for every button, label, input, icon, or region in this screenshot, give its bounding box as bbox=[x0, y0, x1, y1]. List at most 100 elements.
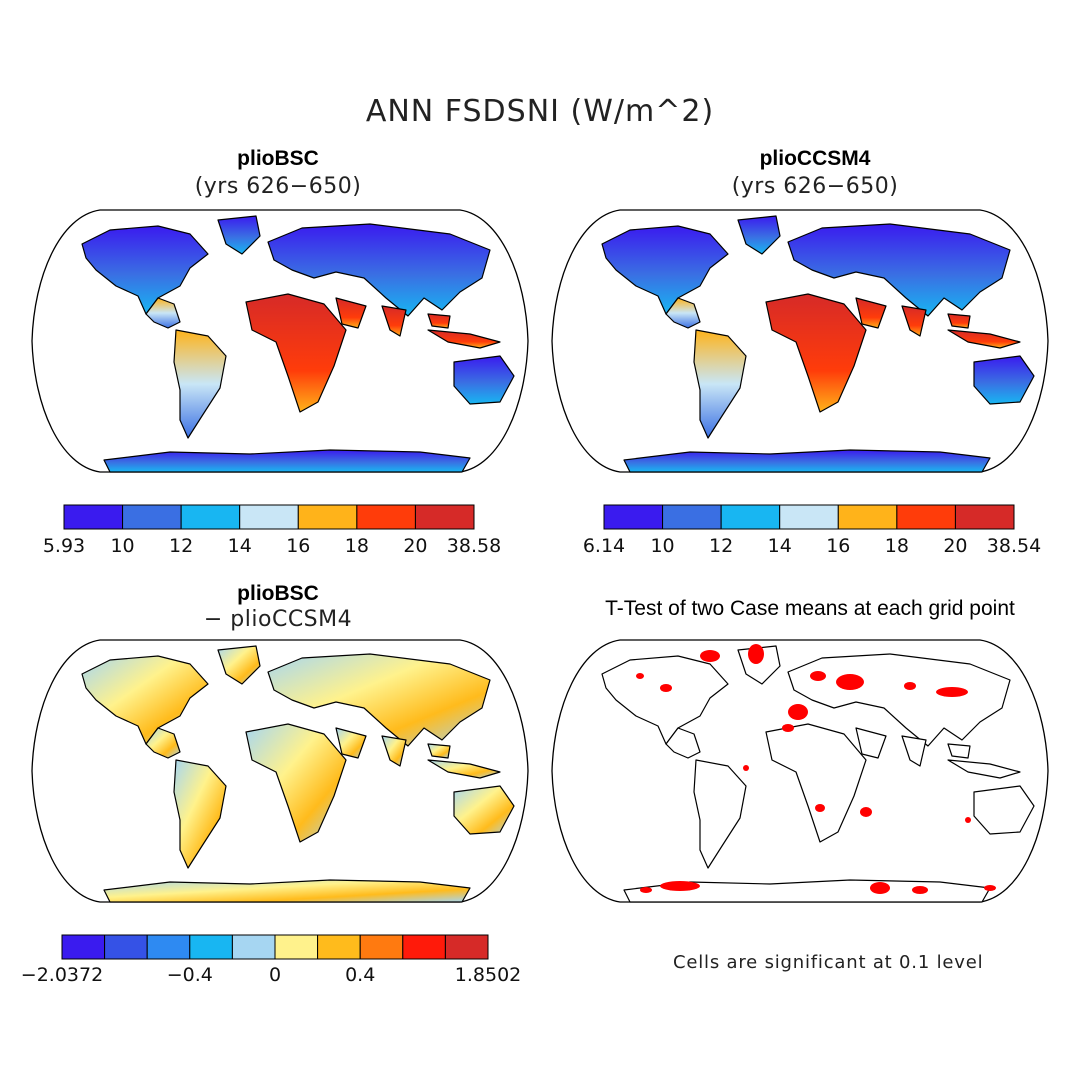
colorbar-tick-label: 14 bbox=[767, 535, 792, 557]
colorbar-top-right bbox=[603, 504, 1015, 530]
landmass-eurasia bbox=[267, 223, 491, 317]
map-top-right bbox=[551, 209, 1049, 473]
colorbar-tick-label: −0.4 bbox=[166, 964, 213, 986]
colorbar-tick-label: 0.4 bbox=[345, 964, 376, 986]
landmass-africa bbox=[245, 723, 347, 843]
landmass-centralAmerica bbox=[665, 727, 701, 759]
significant-cells bbox=[640, 887, 652, 893]
landmass-greenland bbox=[217, 215, 261, 255]
colorbar-tick-label: 6.14 bbox=[582, 535, 626, 557]
colorbar-swatch bbox=[61, 934, 106, 960]
significant-cells bbox=[815, 804, 825, 812]
panel-title-bottom-left: plioBSC bbox=[237, 582, 319, 605]
landmass-africa bbox=[765, 293, 867, 413]
landmass-eurasia bbox=[787, 223, 1011, 317]
colorbar-tick-label: 0 bbox=[268, 964, 282, 986]
significant-cells bbox=[660, 684, 672, 692]
colorbar-swatch bbox=[180, 504, 241, 530]
colorbar-tick-label: 5.93 bbox=[42, 535, 86, 557]
landmass-australia bbox=[453, 785, 515, 835]
landmass-seAsia bbox=[427, 313, 451, 329]
colorbar-labels-top-right: 6.14 10 12 14 16 18 20 38.54 bbox=[583, 535, 1041, 561]
landmass-eurasia bbox=[267, 653, 491, 747]
landmass-india bbox=[901, 735, 927, 767]
landmass-southAmerica bbox=[173, 759, 227, 869]
colorbar-swatch bbox=[402, 934, 446, 960]
significant-cells bbox=[870, 882, 890, 894]
panel-subtitle-top-left: (yrs 626−650) bbox=[194, 174, 362, 199]
landmass-india bbox=[901, 305, 927, 337]
landmass-australia bbox=[973, 355, 1035, 405]
map-top-left bbox=[31, 209, 529, 473]
colorbar-swatch bbox=[146, 934, 191, 960]
landmass-seAsia bbox=[947, 313, 971, 329]
colorbar-tick-label: 10 bbox=[110, 535, 135, 557]
landmass-indonesia bbox=[427, 759, 501, 779]
colorbar-swatch bbox=[122, 504, 182, 530]
colorbar-tick-label: −2.0372 bbox=[20, 964, 104, 986]
landmass-indonesia bbox=[427, 329, 501, 349]
colorbar-swatch bbox=[359, 934, 404, 960]
colorbar-tick-label: 12 bbox=[169, 535, 194, 557]
landmass-centralAmerica bbox=[665, 297, 701, 329]
landmass-arabia bbox=[335, 727, 367, 759]
landmass-arabia bbox=[855, 297, 887, 329]
colorbar-swatch bbox=[414, 504, 475, 530]
figure-title: ANN FSDSNI (W/m^2) bbox=[365, 94, 715, 129]
colorbar-tick-label: 10 bbox=[650, 535, 675, 557]
landmass-seAsia bbox=[947, 743, 971, 759]
colorbar-tick-label: 20 bbox=[403, 535, 428, 557]
colorbar-tick-label: 12 bbox=[709, 535, 734, 557]
landmass-greenland bbox=[737, 215, 781, 255]
colorbar-bottom-left bbox=[61, 934, 489, 960]
colorbar-swatch bbox=[63, 504, 124, 530]
colorbar-tick-label: 14 bbox=[227, 535, 252, 557]
significant-cells bbox=[836, 674, 864, 690]
landmass-antarctica bbox=[623, 879, 991, 903]
colorbar-swatch bbox=[104, 934, 148, 960]
colorbar-tick-label: 38.58 bbox=[446, 535, 502, 557]
colorbar-tick-label: 16 bbox=[286, 535, 311, 557]
significant-cells bbox=[788, 704, 808, 720]
significant-cells bbox=[984, 885, 996, 891]
colorbar-tick-label: 18 bbox=[884, 535, 909, 557]
landmass-southAmerica bbox=[693, 759, 747, 869]
landmass-northAmerica bbox=[601, 655, 729, 745]
colorbar-swatch bbox=[239, 504, 299, 530]
landmass-arabia bbox=[335, 297, 367, 329]
landmass-centralAmerica bbox=[145, 727, 181, 759]
colorbar-swatch bbox=[837, 504, 898, 530]
panel-title-top-left: plioBSC bbox=[237, 147, 319, 170]
landmass-australia bbox=[453, 355, 515, 405]
panel-subtitle-bottom-left: − plioCCSM4 bbox=[203, 607, 353, 632]
colorbar-swatch bbox=[274, 934, 319, 960]
significant-cells bbox=[636, 673, 644, 679]
colorbar-tick-label: 1.8502 bbox=[454, 964, 522, 986]
panel-title-top-right: plioCCSM4 bbox=[759, 147, 871, 170]
significant-cells bbox=[700, 650, 720, 662]
significant-cells bbox=[748, 644, 764, 664]
landmass-africa bbox=[765, 723, 867, 843]
landmass-northAmerica bbox=[81, 225, 209, 315]
significant-cells bbox=[965, 817, 971, 823]
colorbar-swatch bbox=[896, 504, 956, 530]
significant-cells bbox=[912, 886, 928, 894]
significance-note: Cells are significant at 0.1 level bbox=[673, 952, 984, 973]
colorbar-swatch bbox=[317, 934, 361, 960]
colorbar-labels-top-left: 5.93 10 12 14 16 18 20 38.58 bbox=[43, 535, 501, 561]
significant-cells bbox=[904, 682, 916, 690]
colorbar-swatch bbox=[356, 504, 416, 530]
landmass-indonesia bbox=[947, 759, 1021, 779]
significant-cells bbox=[810, 671, 826, 681]
landmass-northAmerica bbox=[81, 655, 209, 745]
landmass-arabia bbox=[855, 727, 887, 759]
colorbar-tick-label: 38.54 bbox=[986, 535, 1042, 557]
colorbar-swatch bbox=[189, 934, 233, 960]
colorbar-swatch bbox=[954, 504, 1015, 530]
landmass-seAsia bbox=[427, 743, 451, 759]
significant-cells bbox=[860, 807, 872, 817]
landmass-antarctica bbox=[103, 879, 471, 903]
landmass-centralAmerica bbox=[145, 297, 181, 329]
colorbar-tick-label: 18 bbox=[344, 535, 369, 557]
map-bottom-right bbox=[551, 639, 1049, 903]
